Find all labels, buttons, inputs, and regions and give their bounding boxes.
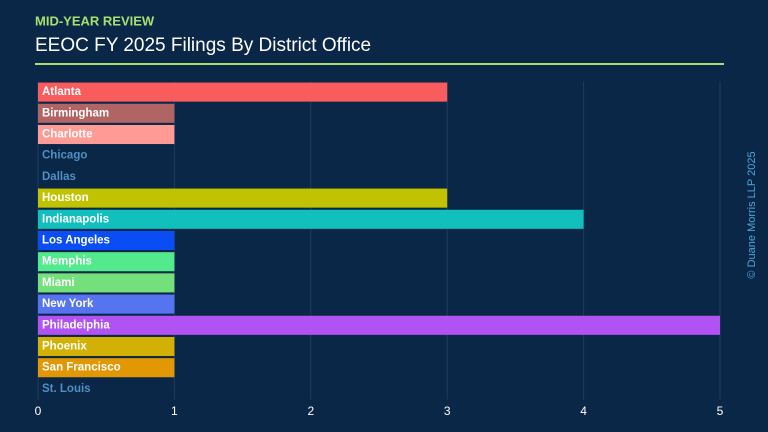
category-label: Indianapolis [42, 213, 109, 225]
bar [38, 273, 175, 293]
bar [38, 82, 448, 102]
category-label: Miami [42, 277, 75, 289]
chart-title: EEOC FY 2025 Filings By District Office [35, 35, 371, 56]
category-label: Dallas [42, 171, 76, 183]
credit: © Duane Morris LLP 2025 [746, 151, 758, 278]
kicker: MID-YEAR REVIEW [35, 13, 155, 28]
x-tick-label: 2 [307, 404, 314, 418]
bar [38, 209, 584, 229]
category-label: Los Angeles [42, 235, 110, 247]
category-label: Charlotte [42, 129, 92, 141]
category-label: Houston [42, 192, 89, 204]
category-label: Philadelphia [42, 319, 110, 331]
bar [38, 230, 175, 251]
category-label: Phoenix [42, 341, 87, 353]
bar [38, 315, 720, 335]
x-tick-label: 3 [444, 404, 451, 418]
bar [38, 336, 175, 357]
bar [38, 294, 175, 314]
category-label: New York [42, 298, 94, 310]
category-label: Atlanta [42, 86, 82, 98]
category-label: St. Louis [42, 383, 91, 395]
category-label: Chicago [42, 150, 87, 162]
category-label: San Francisco [42, 362, 121, 374]
bar [38, 103, 175, 123]
x-tick-label: 4 [580, 404, 587, 418]
category-label: Memphis [42, 256, 92, 268]
bar [38, 358, 175, 378]
x-tick-label: 0 [35, 404, 42, 418]
category-label: Birmingham [42, 107, 109, 119]
bar [38, 252, 175, 272]
x-tick-label: 5 [717, 404, 724, 418]
x-tick-label: 1 [171, 404, 178, 418]
bar [38, 188, 448, 208]
bar [38, 124, 175, 145]
